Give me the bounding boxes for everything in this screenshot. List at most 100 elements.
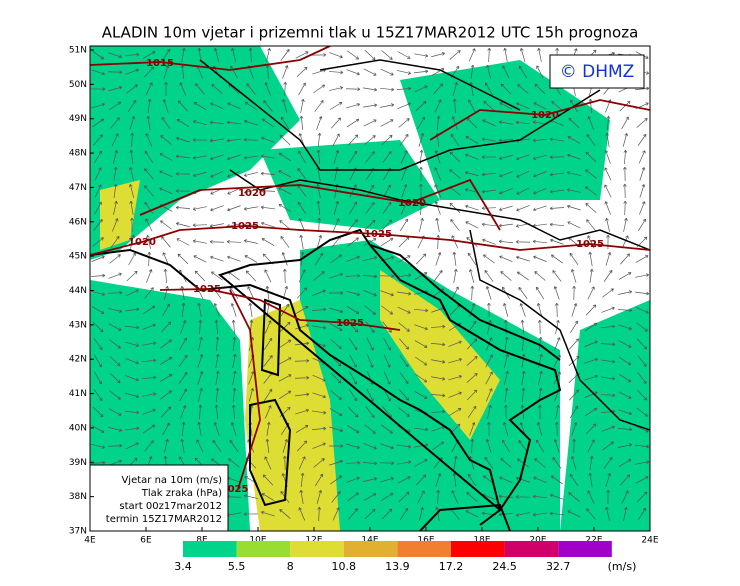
wind-arrow xyxy=(467,473,477,487)
wind-arrow xyxy=(448,374,462,381)
wind-arrow xyxy=(299,234,304,249)
wind-arrow xyxy=(142,341,157,346)
wind-arrow xyxy=(230,65,238,79)
wind-arrow xyxy=(605,217,610,232)
wind-arrow xyxy=(434,150,441,164)
wind-arrow xyxy=(142,392,157,397)
wind-arrow xyxy=(432,441,445,451)
wind-arrow xyxy=(635,306,649,314)
wind-arrow xyxy=(414,340,428,348)
wind-arrow xyxy=(193,255,207,263)
wind-arrow xyxy=(419,217,424,232)
wind-arrow xyxy=(419,183,423,199)
wind-arrow xyxy=(90,460,106,465)
wind-arrow xyxy=(282,98,288,113)
wind-arrow xyxy=(329,459,343,466)
wind-arrow xyxy=(248,371,255,385)
wind-arrow xyxy=(431,52,446,58)
wind-arrow xyxy=(160,406,172,418)
wind-arrow xyxy=(198,319,203,335)
wind-arrow xyxy=(382,321,392,333)
wind-arrow xyxy=(197,371,204,385)
wind-arrow xyxy=(622,132,628,147)
wind-arrow xyxy=(161,48,171,62)
wind-arrow xyxy=(516,102,530,109)
wind-arrow xyxy=(568,355,580,367)
wind-arrow xyxy=(125,68,139,75)
wind-arrow xyxy=(483,101,495,111)
wind-arrow xyxy=(431,359,446,364)
wind-arrow xyxy=(144,150,154,164)
wind-arrow xyxy=(584,391,598,399)
wind-arrow xyxy=(175,205,191,210)
wind-arrow xyxy=(313,84,326,94)
wind-arrow xyxy=(266,47,271,62)
wind-arrow xyxy=(179,388,187,402)
wind-arrow xyxy=(452,472,457,487)
wind-arrow xyxy=(449,169,461,179)
wind-arrow xyxy=(92,406,104,418)
wind-arrow xyxy=(487,404,492,419)
wind-arrow xyxy=(435,473,442,487)
wind-arrow xyxy=(143,66,155,78)
wind-arrow xyxy=(346,118,360,128)
wind-arrow xyxy=(331,117,342,129)
wind-arrow xyxy=(500,83,512,95)
wind-arrow xyxy=(317,506,322,522)
latitude-label: 42N xyxy=(69,355,87,365)
wind-arrow xyxy=(330,254,342,264)
wind-arrow xyxy=(178,371,188,384)
wind-arrow xyxy=(162,303,170,317)
wind-arrow xyxy=(213,422,220,436)
latitude-label: 41N xyxy=(69,389,87,399)
wind-arrow xyxy=(160,390,172,400)
wind-arrow xyxy=(243,155,258,160)
wind-arrow xyxy=(264,320,272,334)
wind-arrow xyxy=(363,68,377,76)
wind-arrow xyxy=(228,458,240,468)
wind-arrow xyxy=(311,307,327,312)
wind-arrow xyxy=(129,116,136,130)
wind-arrow xyxy=(317,132,322,147)
wind-arrow xyxy=(244,101,258,111)
wind-arrow xyxy=(260,205,275,210)
wind-arrow xyxy=(549,511,565,516)
wind-arrow xyxy=(365,184,375,198)
wind-arrow xyxy=(382,151,392,163)
wind-arrow xyxy=(417,116,425,130)
wind-arrow xyxy=(379,461,395,465)
wind-arrow xyxy=(503,302,509,317)
wind-arrow xyxy=(452,251,457,266)
wind-arrow xyxy=(397,273,412,278)
wind-arrow xyxy=(363,290,377,297)
wind-arrow xyxy=(518,65,527,79)
wind-arrow xyxy=(159,153,173,161)
wind-arrow xyxy=(620,253,630,265)
wind-arrow xyxy=(381,50,393,60)
wind-arrow xyxy=(600,342,616,347)
wind-arrow xyxy=(232,370,237,385)
wind-arrow xyxy=(397,102,411,110)
wind-arrow xyxy=(128,252,136,266)
wind-arrow xyxy=(499,255,513,263)
wind-arrow xyxy=(503,421,509,436)
wind-arrow xyxy=(161,236,171,248)
wind-arrow xyxy=(569,389,580,401)
wind-arrow xyxy=(637,338,648,350)
wind-arrow xyxy=(316,235,323,249)
wind-arrow xyxy=(297,287,308,299)
legend-line: start 00z17mar2012 xyxy=(119,501,222,512)
wind-arrow xyxy=(621,235,629,249)
wind-arrow xyxy=(178,100,188,112)
wind-arrow xyxy=(553,439,560,453)
wind-arrow xyxy=(449,50,461,60)
wind-arrow xyxy=(125,358,139,365)
wind-arrow xyxy=(109,339,121,349)
wind-arrow xyxy=(279,134,291,146)
wind-arrow xyxy=(516,154,530,161)
colorbar-swatch xyxy=(504,541,559,557)
wind-arrow xyxy=(243,171,258,177)
wind-arrow xyxy=(181,421,186,436)
wind-arrow xyxy=(518,287,528,299)
wind-arrow xyxy=(298,456,306,470)
